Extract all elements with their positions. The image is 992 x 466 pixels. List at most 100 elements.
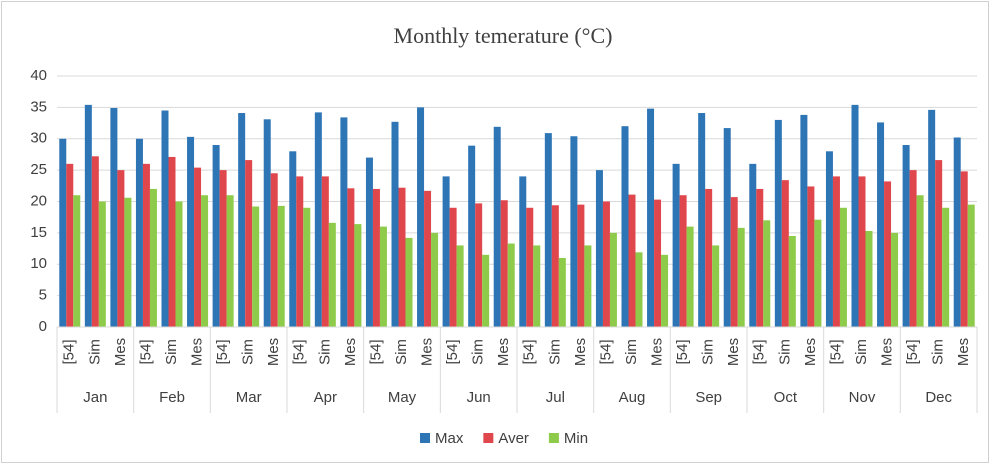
bar [902,145,910,327]
x-tick-label: [54] [291,339,308,364]
bar [124,197,132,327]
x-tick-label: Sim [623,339,640,365]
bar [916,195,924,327]
group-label: Aug [619,389,646,406]
bar [226,195,234,327]
legend-swatch [483,433,494,443]
x-tick-label: Mes [342,338,359,366]
x-tick-label: Sim [163,339,180,365]
bar [98,201,106,327]
bar [187,136,195,327]
bar [277,205,285,327]
x-tick-label: Mes [112,338,129,366]
legend-swatch [548,433,559,443]
bar [851,104,859,328]
x-tick-label: [54] [444,339,461,364]
x-tick-label: Mes [649,338,666,366]
x-tick-label: Mes [189,338,206,366]
legend-label: Min [564,430,588,447]
x-tick-label: [54] [751,339,768,364]
bar [219,170,227,327]
bar [431,232,439,327]
bar [814,219,822,327]
y-tick-label: 25 [30,161,47,178]
bar [296,176,304,327]
bar [737,227,745,327]
bar [858,176,866,327]
bar [91,156,99,327]
x-tick-label: [54] [597,339,614,364]
bar [679,195,687,327]
bar [825,151,833,327]
bar [730,197,738,327]
bar [347,188,355,327]
group-label: Nov [849,389,876,406]
x-tick-label: Mes [802,338,819,366]
bar [877,122,885,327]
bar [456,245,464,327]
bar [59,138,67,327]
x-tick-label: Mes [572,338,589,366]
bar [245,160,253,327]
bar [705,188,713,327]
bar [73,195,81,327]
bar [314,112,322,328]
bar [168,156,176,327]
legend-label: Aver [498,430,529,447]
group-label: Jun [467,389,491,406]
bar [321,176,329,327]
bar [263,119,271,327]
bar [398,187,406,327]
bar [621,126,629,327]
bar [935,160,943,327]
group-label: Oct [774,389,798,406]
x-tick-label: Mes [725,338,742,366]
y-tick-label: 35 [30,98,47,115]
bar [424,190,432,327]
bar [270,173,278,327]
bar [340,117,348,327]
bar [303,207,311,327]
bar [807,186,815,327]
y-tick-label: 30 [30,130,47,147]
x-tick-label: [54] [904,339,921,364]
bar [609,232,617,327]
bar [84,104,92,328]
bar [602,201,610,327]
bar [201,195,209,327]
bar [493,126,501,327]
x-tick-label: Sim [240,339,257,365]
bar [519,176,527,327]
bar [135,138,143,327]
bar [417,107,425,327]
bar [212,145,220,327]
x-tick-label: Sim [853,339,870,365]
bar [774,119,782,327]
group-label: May [388,389,417,406]
y-tick-label: 0 [39,318,47,335]
bar [117,170,125,327]
bar [149,188,157,327]
group-label: Jul [546,389,565,406]
bar [252,206,260,327]
bar [354,224,362,327]
x-tick-label: Mes [419,338,436,366]
y-tick-label: 40 [30,67,47,84]
bar [558,257,566,327]
x-tick-label: Mes [495,338,512,366]
bar [500,200,508,327]
group-label: Sep [695,389,722,406]
y-tick-label: 15 [30,224,47,241]
bar [763,220,771,327]
bar [672,163,680,327]
bar [372,188,380,327]
bar [595,170,603,327]
bar [909,170,917,327]
bar [161,110,169,327]
bar [391,121,399,328]
bar [570,136,578,327]
bar [328,222,336,327]
x-tick-label: [54] [674,339,691,364]
bar [526,207,534,327]
